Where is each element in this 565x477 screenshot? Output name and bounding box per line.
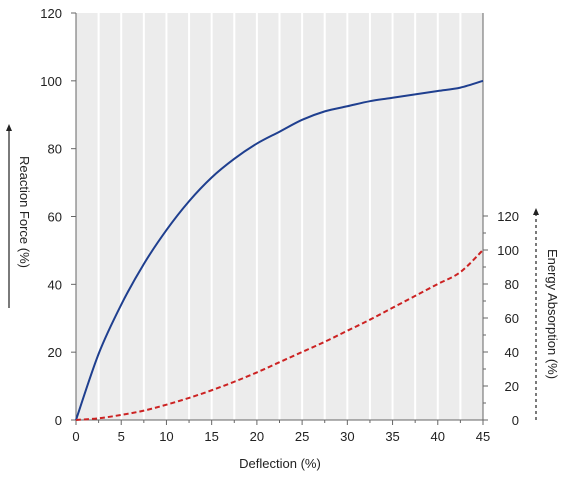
x-tick-label: 0 <box>72 429 79 444</box>
reaction-force-line <box>75 79 484 421</box>
energy-absorption-line <box>75 249 484 421</box>
y-right-tick-label: 60 <box>505 311 519 326</box>
y-left-axis-title: Reaction Force (%) <box>17 156 32 268</box>
x-axis-ticks: 0 5 10 15 20 25 30 35 40 45 <box>72 420 490 444</box>
y-left-axis-ticks: 0 20 40 60 80 100 120 <box>40 6 76 428</box>
y-right-tick-label: 20 <box>505 379 519 394</box>
y-left-tick-label: 80 <box>48 142 62 157</box>
y-left-tick-label: 20 <box>48 345 62 360</box>
y-right-axis-title: Energy Absorption (%) <box>545 249 560 379</box>
y-left-tick-label: 100 <box>40 74 62 89</box>
x-tick-label: 35 <box>385 429 399 444</box>
x-tick-label: 5 <box>118 429 125 444</box>
x-tick-label: 25 <box>295 429 309 444</box>
y-left-tick-label: 60 <box>48 210 62 225</box>
y-left-tick-label: 120 <box>40 6 62 21</box>
grid-lines <box>97 13 462 420</box>
y-right-axis-ticks: 0 20 40 60 80 100 120 <box>483 209 519 428</box>
y-right-tick-label: 0 <box>512 413 519 428</box>
y-right-tick-label: 100 <box>497 243 519 258</box>
x-tick-label: 30 <box>340 429 354 444</box>
y-right-tick-label: 40 <box>505 345 519 360</box>
y-left-tick-label: 0 <box>55 413 62 428</box>
x-tick-label: 10 <box>159 429 173 444</box>
x-tick-label: 20 <box>250 429 264 444</box>
y-left-tick-label: 40 <box>48 277 62 292</box>
x-tick-label: 40 <box>431 429 445 444</box>
y-right-tick-label: 120 <box>497 209 519 224</box>
x-axis-title: Deflection (%) <box>239 456 321 471</box>
y-left-arrow-head <box>6 124 12 131</box>
x-tick-label: 45 <box>476 429 490 444</box>
x-tick-label: 15 <box>204 429 218 444</box>
series-lines <box>75 79 484 421</box>
y-right-tick-label: 80 <box>505 277 519 292</box>
y-right-arrow-head <box>533 208 539 215</box>
